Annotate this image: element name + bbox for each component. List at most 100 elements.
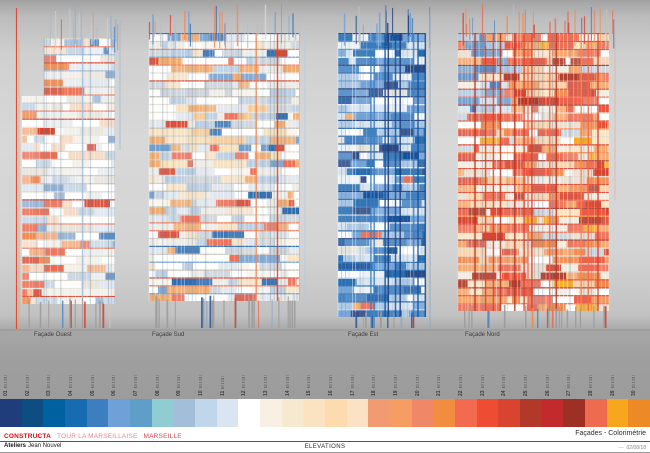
palette-swatch-label-17: 17 bbox=[347, 356, 367, 396]
swatch-number: 18 bbox=[371, 390, 378, 396]
palette-swatch-label-08: 08 bbox=[152, 356, 172, 396]
palette-swatch-label-22: 22 bbox=[455, 356, 475, 396]
swatch-number: 06 bbox=[111, 390, 118, 396]
swatch-code-microtext bbox=[264, 375, 267, 389]
swatch-code-microtext bbox=[611, 375, 614, 389]
palette-swatch-label-01: 01 bbox=[0, 356, 20, 396]
swatch-code-microtext bbox=[112, 375, 116, 389]
palette-swatch-label-14: 14 bbox=[282, 356, 302, 396]
architect-name-bold: Ateliers bbox=[4, 443, 27, 449]
date-note: —02/08/18 bbox=[619, 445, 646, 451]
palette-swatch-26 bbox=[541, 399, 564, 427]
facade-label-sud: Façade Sud bbox=[152, 332, 185, 338]
swatch-number: 28 bbox=[588, 390, 594, 396]
swatch-number: 01 bbox=[3, 390, 9, 396]
swatch-code-microtext bbox=[372, 375, 376, 389]
swatch-code-microtext bbox=[242, 375, 246, 389]
palette-swatch-label-25: 25 bbox=[520, 356, 540, 396]
project-city: MARSEILLE bbox=[143, 433, 182, 440]
swatch-number: 14 bbox=[284, 390, 291, 396]
swatch-number: 25 bbox=[523, 390, 529, 396]
facade-label-ouest: Façade Ouest bbox=[34, 332, 72, 338]
palette-swatch-13 bbox=[260, 399, 282, 427]
swatch-code-microtext bbox=[4, 375, 7, 389]
swatch-number: 20 bbox=[414, 390, 421, 396]
palette-swatch-12 bbox=[238, 399, 261, 427]
swatch-number: 07 bbox=[133, 390, 139, 396]
palette-swatch-label-18: 18 bbox=[368, 356, 388, 396]
palette-swatch-14 bbox=[281, 399, 304, 427]
palette-swatch-label-09: 09 bbox=[173, 356, 193, 396]
architect-name-rest: Jean Nouvel bbox=[28, 443, 62, 449]
palette-swatch-09 bbox=[173, 399, 196, 427]
swatch-number: 13 bbox=[263, 390, 269, 396]
swatch-number: 11 bbox=[219, 390, 226, 396]
swatch-code-microtext bbox=[286, 375, 289, 389]
swatch-number: 22 bbox=[458, 390, 464, 396]
palette-swatch-label-30: 30 bbox=[628, 356, 648, 396]
swatch-number: 08 bbox=[154, 390, 161, 396]
palette-swatch-30 bbox=[628, 399, 650, 427]
swatch-code-microtext bbox=[69, 375, 72, 389]
palette-swatch-label-24: 24 bbox=[498, 356, 518, 396]
facade-drawing-nord bbox=[457, 4, 616, 328]
palette-swatch-label-02: 02 bbox=[22, 356, 42, 396]
palette-swatch-label-10: 10 bbox=[195, 356, 215, 396]
palette-swatch-label-21: 21 bbox=[433, 356, 453, 396]
facade-drawings bbox=[15, 4, 616, 329]
swatch-number: 16 bbox=[328, 390, 334, 396]
swatch-code-microtext bbox=[524, 375, 527, 389]
palette-swatch-label-26: 26 bbox=[542, 356, 562, 396]
facade-drawing-est bbox=[337, 5, 431, 329]
swatch-number: 24 bbox=[501, 390, 508, 396]
client-name: CONSTRUCTA bbox=[4, 433, 52, 440]
swatch-code-microtext bbox=[567, 375, 571, 389]
title-block: CONSTRUCTA TOUR LA MARSEILLAISE MARSEILL… bbox=[0, 427, 650, 453]
swatch-code-microtext bbox=[416, 375, 419, 389]
palette-swatch-labels: 01 02 03 04 05 06 07 08 09 10 11 12 13 14 15 16 17 18 19 20… bbox=[0, 356, 650, 398]
palette-swatch-21 bbox=[433, 399, 456, 427]
palette-swatch-28 bbox=[585, 399, 607, 427]
project-name: TOUR LA MARSEILLAISE bbox=[57, 433, 138, 440]
swatch-code-microtext bbox=[199, 375, 202, 389]
swatch-number: 15 bbox=[306, 390, 313, 396]
project-line: CONSTRUCTA TOUR LA MARSEILLAISE MARSEILL… bbox=[4, 433, 182, 440]
title-block-rule bbox=[0, 441, 650, 442]
palette-swatch-16 bbox=[325, 399, 347, 427]
palette-swatch-label-19: 19 bbox=[390, 356, 410, 396]
swatch-number: 23 bbox=[479, 390, 486, 396]
swatch-code-microtext bbox=[632, 375, 636, 389]
palette-swatch-10 bbox=[195, 399, 217, 427]
swatch-code-microtext bbox=[546, 375, 549, 389]
swatch-code-microtext bbox=[47, 375, 51, 389]
palette-swatch-label-20: 20 bbox=[412, 356, 432, 396]
swatch-number: 09 bbox=[176, 390, 183, 396]
palette-swatch-06 bbox=[108, 399, 131, 427]
color-bar bbox=[0, 399, 650, 427]
facade-drawing-ouest bbox=[15, 5, 121, 329]
sheet-title-wrap: Façades - Colorimétrie bbox=[575, 422, 646, 440]
swatch-code-microtext bbox=[221, 375, 224, 389]
drawing-type-title: ELEVATIONS bbox=[304, 444, 346, 450]
swatch-number: 19 bbox=[393, 390, 399, 396]
palette-swatch-label-11: 11 bbox=[217, 356, 237, 396]
palette-swatch-label-23: 23 bbox=[477, 356, 497, 396]
swatch-number: 03 bbox=[46, 390, 53, 396]
swatch-number: 26 bbox=[544, 390, 551, 396]
swatch-number: 12 bbox=[241, 390, 248, 396]
palette-swatch-05 bbox=[86, 399, 109, 427]
palette-swatch-23 bbox=[476, 399, 499, 427]
palette-swatch-label-15: 15 bbox=[303, 356, 323, 396]
palette-swatch-24 bbox=[498, 399, 521, 427]
palette-swatch-label-06: 06 bbox=[108, 356, 128, 396]
sheet-date: 02/08/18 bbox=[626, 445, 646, 451]
swatch-number: 02 bbox=[24, 390, 31, 396]
palette-swatch-29 bbox=[606, 399, 629, 427]
swatch-code-microtext bbox=[156, 375, 159, 389]
palette-swatch-label-07: 07 bbox=[130, 356, 150, 396]
swatch-code-microtext bbox=[481, 375, 484, 389]
swatch-code-microtext bbox=[26, 375, 29, 389]
swatch-code-microtext bbox=[91, 375, 94, 389]
swatch-code-microtext bbox=[502, 375, 506, 389]
